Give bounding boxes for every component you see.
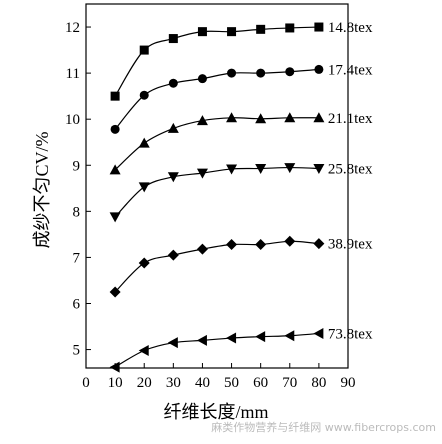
data-point (284, 330, 295, 342)
data-point (167, 122, 179, 133)
data-point (197, 27, 207, 37)
data-point (138, 344, 149, 356)
series-21.1tex: 21.1tex (109, 111, 373, 175)
data-point (314, 64, 324, 74)
data-point (167, 337, 178, 349)
series-line (114, 166, 319, 218)
data-point (138, 137, 150, 148)
data-point (196, 334, 207, 346)
data-point (255, 331, 266, 343)
data-point (139, 45, 149, 55)
x-tick-label: 0 (82, 375, 90, 391)
data-point (167, 249, 179, 261)
data-point (255, 113, 267, 124)
data-point (226, 239, 238, 251)
data-point (109, 286, 121, 298)
data-point (255, 239, 267, 251)
data-point (109, 164, 121, 175)
series-line (114, 26, 319, 97)
data-point (196, 168, 208, 179)
y-tick-label: 7 (73, 250, 81, 266)
data-point (139, 90, 149, 100)
x-tick-label: 40 (195, 375, 210, 391)
data-point (138, 182, 150, 193)
data-point (313, 163, 325, 174)
y-tick-label: 11 (66, 66, 80, 82)
x-tick-label: 70 (282, 375, 297, 391)
y-tick-label: 5 (73, 343, 81, 359)
series-label: 73.8tex (328, 326, 373, 342)
data-point (167, 172, 179, 183)
data-point (168, 78, 178, 88)
axes: 0 10 20 30 40 50 60 70 80 90 5 6 7 8 9 10 11 12 (65, 3, 356, 391)
y-tick-label: 8 (73, 204, 81, 220)
series-25.8tex: 25.8tex (109, 161, 373, 223)
y-axis-label: 成纱不匀CV/% (32, 131, 52, 248)
data-point (284, 163, 296, 174)
series-label: 17.4tex (328, 62, 373, 78)
series-73.8tex: 73.8tex (109, 326, 373, 373)
x-axis-label: 纤维长度/mm (163, 402, 268, 422)
series-14.8tex: 14.8tex (110, 20, 373, 101)
y-tick-label: 9 (73, 158, 81, 174)
data-point (227, 68, 237, 78)
series-label: 38.9tex (328, 237, 373, 253)
x-tick-label: 60 (253, 375, 268, 391)
data-point (284, 235, 296, 247)
data-point (138, 257, 150, 269)
x-tick-label: 80 (311, 375, 326, 391)
data-point (285, 67, 295, 77)
y-tick-label: 6 (73, 296, 81, 312)
data-point (284, 112, 296, 123)
data-point (196, 115, 208, 126)
x-tick-label: 30 (166, 375, 181, 391)
series-layer: 14.8tex 17.4tex 21.1tex 25.8tex 38.9tex 73.8t… (109, 20, 373, 373)
data-point (313, 327, 324, 339)
y-tick-label: 10 (65, 112, 80, 128)
series-label: 14.8tex (328, 20, 373, 36)
y-tick-label: 12 (65, 20, 80, 36)
data-point (255, 163, 267, 174)
data-point (226, 112, 238, 123)
data-point (226, 164, 238, 175)
data-point (109, 361, 120, 373)
data-point (256, 68, 266, 78)
data-point (314, 22, 324, 32)
data-point (256, 24, 266, 34)
data-point (109, 212, 121, 223)
data-point (313, 238, 325, 250)
x-tick-label: 20 (137, 375, 152, 391)
x-tick-label: 10 (108, 375, 123, 391)
series-label: 21.1tex (328, 111, 373, 127)
data-point (196, 243, 208, 255)
data-point (197, 74, 207, 84)
data-point (110, 91, 120, 101)
data-point (168, 34, 178, 44)
x-tick-label: 50 (224, 375, 239, 391)
series-17.4tex: 17.4tex (110, 62, 373, 134)
series-label: 25.8tex (328, 161, 373, 177)
data-point (110, 124, 120, 134)
plot-frame (85, 3, 349, 369)
x-tick-label: 90 (341, 375, 356, 391)
data-point (313, 112, 325, 123)
series-38.9tex: 38.9tex (109, 235, 373, 298)
watermark-text: 麻类作物营养与纤维网 www.fibercrops.com (211, 420, 436, 434)
data-point (285, 23, 295, 33)
data-point (226, 332, 237, 344)
data-point (227, 27, 237, 37)
